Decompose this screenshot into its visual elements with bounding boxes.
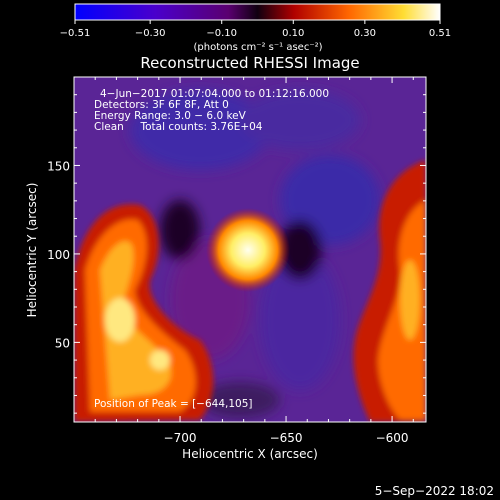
image-blob bbox=[130, 90, 270, 170]
image-blob bbox=[240, 90, 360, 150]
colorbar: −0.51 −0.30 −0.10 0.10 0.30 0.51 (photons cm⁻… bbox=[60, 3, 451, 53]
y-axis-label: Heliocentric Y (arcsec) bbox=[25, 183, 39, 318]
info-counts: Clean Total counts: 3.76E+04 bbox=[94, 121, 263, 133]
chart-title: Reconstructed RHESSI Image bbox=[140, 54, 359, 72]
colorbar-tick-label: 0.51 bbox=[429, 28, 451, 39]
info-time-range: 4−Jun−2017 01:07:04.000 to 01:12:16.000 bbox=[100, 88, 329, 100]
left-ribbon-hot bbox=[150, 350, 170, 370]
plot-frame bbox=[73, 76, 427, 423]
central-source bbox=[206, 208, 290, 292]
image-blob bbox=[260, 250, 340, 390]
colorbar-ticks: −0.51 −0.30 −0.10 0.10 0.30 0.51 bbox=[60, 20, 451, 39]
colorbar-tick-label: −0.51 bbox=[60, 28, 91, 39]
y-tick-label: 50 bbox=[55, 336, 70, 350]
footer-date: 5−Sep−2022 18:02 bbox=[375, 484, 494, 498]
x-tick-label: −600 bbox=[376, 431, 409, 445]
peak-position-label: Position of Peak = [−644,105] bbox=[94, 398, 253, 410]
colorbar-tick-label: 0.30 bbox=[354, 28, 376, 39]
y-tick-label: 100 bbox=[47, 248, 70, 262]
x-tick-label: −700 bbox=[164, 431, 197, 445]
image-blob bbox=[278, 220, 322, 280]
image-blob bbox=[200, 382, 280, 418]
right-ribbon-hot bbox=[400, 260, 420, 340]
info-detectors: Detectors: 3F 6F 8F, Att 0 bbox=[94, 99, 229, 111]
colorbar-tick-label: −0.30 bbox=[135, 28, 166, 39]
y-tick-label: 150 bbox=[47, 159, 70, 173]
y-axis: 50 100 150 bbox=[47, 94, 426, 414]
colorbar-unit-label: (photons cm⁻² s⁻¹ asec⁻²) bbox=[193, 42, 322, 53]
info-energy-range: Energy Range: 3.0 − 6.0 keV bbox=[94, 110, 247, 122]
observation-info: 4−Jun−2017 01:07:04.000 to 01:12:16.000 … bbox=[94, 88, 329, 410]
colorbar-tick-label: −0.10 bbox=[206, 28, 237, 39]
x-tick-label: −650 bbox=[270, 431, 303, 445]
colorbar-gradient bbox=[74, 3, 441, 21]
image-blob bbox=[160, 200, 200, 260]
heatmap-image bbox=[74, 77, 426, 422]
colorbar-tick-label: 0.10 bbox=[282, 28, 304, 39]
left-ribbon-hot bbox=[105, 298, 135, 342]
x-axis-label: Heliocentric X (arcsec) bbox=[182, 447, 318, 461]
x-axis: −700 −650 −600 bbox=[94, 77, 414, 445]
